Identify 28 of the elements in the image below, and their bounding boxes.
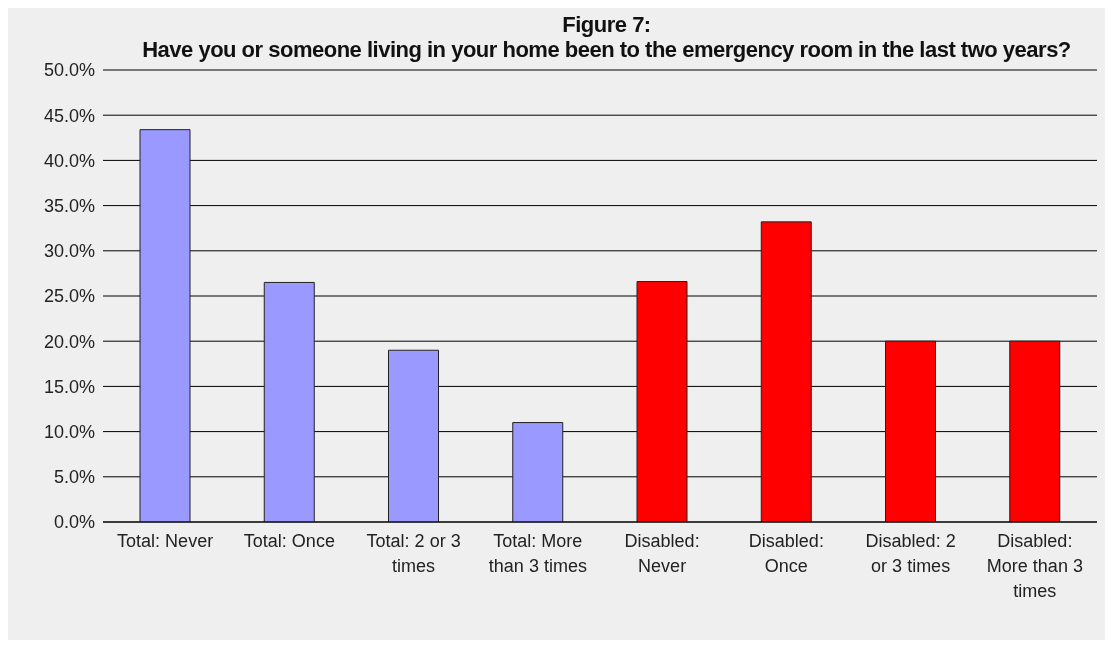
y-tick-label: 30.0%	[43, 241, 95, 262]
x-tick-label: Disabled: Never	[624, 530, 700, 576]
bar	[636, 281, 688, 522]
bar	[760, 221, 812, 522]
bar	[139, 129, 191, 522]
chart-title: Figure 7: Have you or someone living in your home been to the emergency room in the last two years?	[141, 11, 1072, 62]
y-tick-label: 20.0%	[43, 331, 95, 352]
bar	[263, 281, 315, 522]
x-tick-label: Total: 2 or 3 times	[366, 530, 461, 576]
x-tick-label: Total: Never	[117, 530, 214, 551]
x-tick-label: Total: More than 3 times	[488, 530, 587, 576]
bar	[388, 349, 439, 522]
x-tick-label: Disabled: 2 or 3 times	[865, 530, 956, 576]
x-tick-label: Disabled: Once	[748, 530, 824, 576]
y-tick-label: 35.0%	[43, 195, 95, 216]
y-tick-label: 10.0%	[43, 421, 95, 442]
bar	[885, 340, 936, 522]
x-tick-label: Disabled: More than 3 times	[986, 530, 1083, 601]
y-tick-label: 5.0%	[53, 467, 95, 488]
bar	[512, 422, 564, 522]
y-tick-label: 15.0%	[43, 376, 95, 397]
x-tick-label: Total: Once	[243, 530, 335, 551]
y-tick-label: 40.0%	[43, 150, 95, 171]
bar	[1009, 340, 1061, 522]
y-tick-label: 50.0%	[43, 60, 95, 81]
y-tick-label: 45.0%	[43, 105, 95, 126]
y-tick-label: 0.0%	[53, 512, 95, 533]
y-tick-label: 25.0%	[43, 286, 95, 307]
